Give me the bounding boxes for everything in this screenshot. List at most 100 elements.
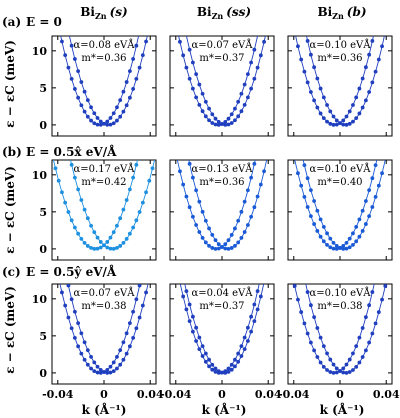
band-point [207,226,211,231]
band-point [203,99,208,104]
band-point [380,44,384,49]
band-point [124,103,129,108]
band-point [233,357,237,362]
band-point [63,303,68,308]
panel-frame [169,35,275,137]
band-point [76,344,81,349]
band-point [380,171,384,176]
band-point [89,105,93,110]
band-point [69,297,74,302]
band-point [105,240,110,244]
band-point [137,315,142,320]
band-point [312,315,317,320]
band-point [245,72,250,77]
band-point [245,339,250,343]
band-point [194,325,199,330]
band-point [98,119,103,124]
band-point [82,89,87,94]
band-point [118,114,123,119]
band-point [373,69,378,74]
y-axis-label-c: ε − εC (meV) [3,286,17,374]
band-point [325,103,329,107]
band-point [334,244,339,248]
band-point [200,209,205,214]
band-point [79,103,84,108]
band-point [207,106,211,111]
x-tick-label: -0.04 [160,388,192,401]
band-point [121,207,126,212]
band-point [213,238,218,243]
column-header-base: Bi [317,5,332,19]
band-point [76,321,81,325]
mass-label: m*=0.36 [199,177,244,188]
band-point [305,331,310,336]
band-point [102,243,106,248]
band-point [226,246,231,251]
band-point [331,362,336,367]
band-point [331,370,336,375]
panel-r0-c0: 0 5 10 α=0.08 eVÅ m*=0.36 [32,35,157,137]
band-point [373,163,378,168]
band-point [226,238,231,243]
band-point [213,122,218,127]
panel-frame [287,35,393,137]
band-point [351,231,355,236]
band-point [76,69,81,74]
band-point [383,284,388,288]
band-point [137,65,142,70]
y-tick-label: 10 [32,293,48,306]
band-point [223,370,228,375]
band-point [357,234,362,239]
band-point [318,217,323,222]
band-point [137,210,142,214]
band-point [370,290,375,294]
band-point [258,182,263,187]
band-point [203,359,208,364]
band-point [344,246,349,251]
band-point [184,289,189,294]
band-point [134,326,139,331]
band-point [308,303,313,308]
band-point [242,335,247,340]
band-point [357,217,362,222]
band-point [357,86,362,91]
column-header-sub: Zn [332,11,344,21]
band-point [79,80,84,84]
band-point [108,370,113,375]
band-point [197,199,202,204]
band-point [334,370,339,375]
band-point [305,39,310,43]
band-point [121,241,126,245]
band-point [229,121,234,125]
band-point [321,364,326,369]
band-point [236,99,241,104]
band-point [92,246,97,251]
band-point [118,348,123,353]
alpha-label: α=0.10 eVÅ [310,163,372,175]
band-point [131,57,136,61]
band-point [181,182,186,187]
band-point [344,362,349,367]
band-point [76,187,81,192]
band-point [363,222,368,226]
mass-label: m*=0.40 [317,177,362,188]
band-point [118,98,123,103]
band-point [140,303,145,308]
band-point [105,370,110,375]
band-point [69,77,74,81]
band-point [108,235,113,240]
band-point [239,91,244,96]
band-point [127,344,132,349]
band-point [223,120,228,124]
band-point [72,225,77,230]
mass-label: m*=0.37 [199,53,244,64]
band-point [79,236,84,241]
alpha-label: α=0.10 eVÅ [310,39,372,51]
band-point [233,226,237,231]
band-point [354,95,359,100]
band-point [245,325,250,330]
band-point [360,355,365,359]
band-point [239,344,244,348]
band-point [115,246,119,250]
